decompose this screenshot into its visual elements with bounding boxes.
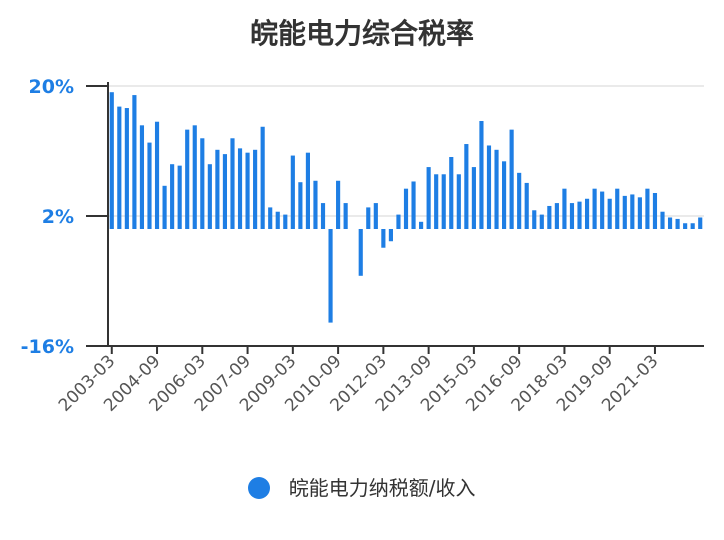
bar [230,138,235,229]
bar [268,207,273,229]
bar [283,214,288,229]
bar [313,180,318,229]
bar [117,106,122,229]
y-tick-label: 2% [42,206,74,228]
bar [162,185,167,229]
bar [690,223,695,229]
bar [426,167,431,229]
bar [434,174,439,229]
bar [502,161,507,229]
bar [411,181,416,229]
bar [124,108,129,229]
bar [630,194,635,229]
bar [509,129,514,229]
bar [683,223,688,229]
bar [207,164,212,229]
bar [577,201,582,229]
bar [637,197,642,229]
bar [419,221,424,229]
bar [607,198,612,229]
bar [381,229,386,248]
bar [479,121,484,229]
bar [517,172,522,229]
bar [336,180,341,229]
bar [396,214,401,229]
bar [305,152,310,229]
legend: 皖能电力纳税额/收入 [0,472,724,501]
y-tick-label: -16% [21,336,74,358]
bar [471,167,476,229]
bar [652,193,658,229]
bar [343,203,348,229]
bar [600,191,605,229]
bar [494,149,499,229]
bar [698,217,703,229]
bar [320,203,326,229]
bar [403,188,409,229]
bar [373,203,378,229]
bar [237,148,243,229]
bar [132,95,137,229]
bar [547,205,552,229]
bar [260,126,265,229]
bar [170,164,175,229]
bar [109,92,114,229]
bar [275,211,280,229]
bar [562,188,567,229]
bar [298,182,303,229]
bar [615,188,620,229]
bar [290,155,295,229]
bar [366,207,371,229]
bar [486,145,492,229]
bar [554,203,559,229]
bar [667,217,673,229]
bar [622,195,627,229]
bar [245,152,250,229]
bar [253,149,258,229]
bar [358,229,363,276]
bar [660,211,665,229]
bar [154,121,160,229]
bar [645,188,650,229]
bar [200,138,205,229]
bar [456,174,461,229]
bar [539,214,544,229]
bar [177,165,182,229]
bar [532,210,537,229]
bar [147,142,152,229]
bar [185,129,190,229]
legend-label: 皖能电力纳税额/收入 [288,476,476,500]
bar [222,154,228,229]
bar [328,229,333,323]
bar [449,157,454,229]
bar [584,198,590,229]
bar [524,182,529,229]
chart-title: 皖能电力综合税率 [249,17,474,50]
bar [388,229,393,242]
bar [215,149,220,229]
bar [464,144,469,229]
bar [569,203,575,229]
bar [592,188,597,229]
bar [675,218,680,229]
bar [192,125,197,229]
legend-swatch [248,477,271,499]
bar [441,174,446,229]
bar [139,125,145,229]
y-tick-label: 20% [29,76,74,98]
